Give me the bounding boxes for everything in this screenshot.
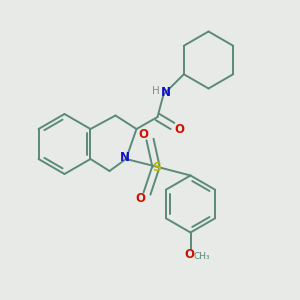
Text: N: N [161, 86, 171, 100]
Text: O: O [138, 128, 148, 141]
Text: CH₃: CH₃ [194, 252, 210, 261]
Text: O: O [135, 192, 146, 206]
Text: O: O [174, 123, 184, 136]
Text: H: H [152, 86, 160, 96]
Text: N: N [119, 151, 130, 164]
Text: O: O [184, 248, 194, 261]
Text: S: S [152, 160, 161, 174]
